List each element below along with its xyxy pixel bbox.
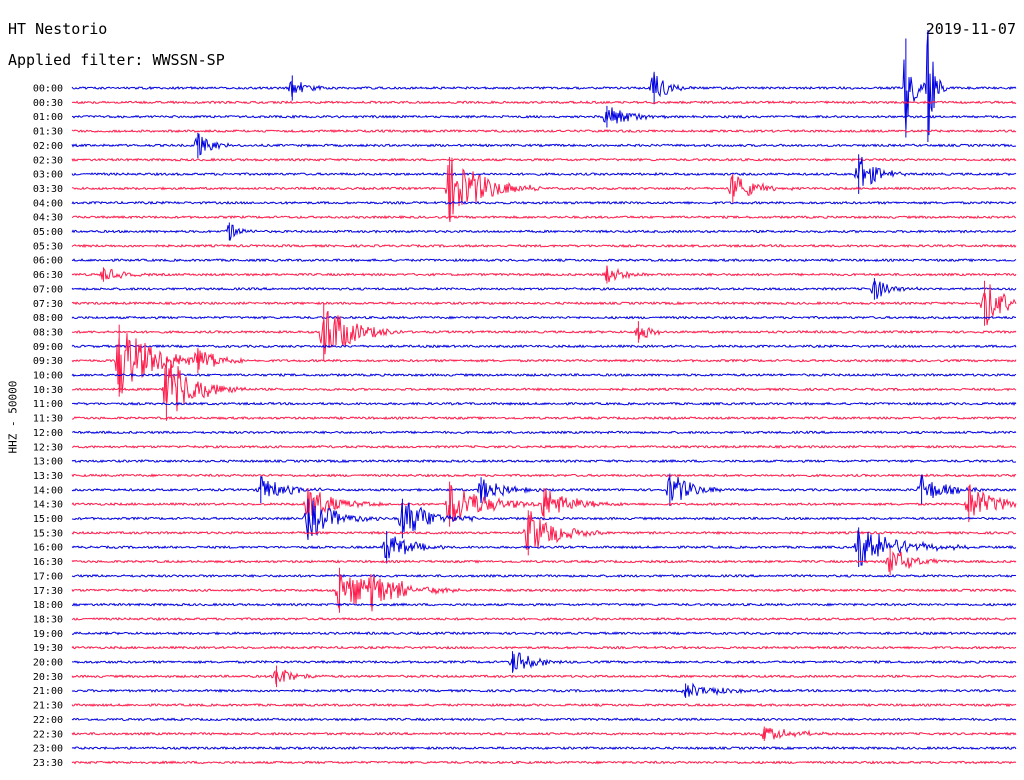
seismic-trace [71,280,1017,299]
row-time-label: 05:00 [33,227,63,238]
row-time-label: 17:30 [33,586,63,597]
station-title: HT Nestorio [8,20,108,38]
row-time-label: 19:30 [33,643,63,654]
row-time-label: 14:00 [33,485,63,496]
row-time-label: 04:30 [33,213,63,224]
seismic-trace [71,645,1017,650]
row-time-label: 11:00 [33,399,63,410]
row-time-label: 12:00 [33,428,63,439]
seismic-trace [71,344,1017,349]
row-time-label: 13:30 [33,471,63,482]
seismic-trace [71,444,1017,449]
seismic-trace [71,315,1017,320]
row-time-label: 22:30 [33,729,63,740]
row-time-label: 11:30 [33,414,63,425]
row-time-label: 04:00 [33,198,63,209]
seismic-trace [71,157,1017,162]
seismic-trace [71,29,1017,136]
row-time-label: 03:00 [33,170,63,181]
seismic-trace [71,574,1016,612]
row-time-label: 00:30 [33,98,63,109]
seismic-trace [71,415,1017,421]
row-time-label: 08:30 [33,327,63,338]
seismic-trace [71,602,1017,607]
row-time-label: 21:30 [33,701,63,712]
seismic-trace [71,243,1017,249]
seismic-trace [71,430,1017,435]
row-time-label: 06:00 [33,256,63,267]
row-time-label: 10:30 [33,385,63,396]
row-time-label: 20:00 [33,658,63,669]
seismic-trace [71,529,1017,566]
row-time-label: 13:00 [33,457,63,468]
row-time-label: 15:30 [33,528,63,539]
row-time-label: 07:30 [33,299,63,310]
seismic-trace [71,682,1017,697]
seismic-trace [71,133,1017,156]
seismic-trace [72,310,1017,355]
row-time-label: 10:00 [33,371,63,382]
row-time-label: 23:30 [33,758,63,769]
seismic-trace [71,284,1017,326]
seismic-trace [71,214,1017,220]
seismic-trace [71,669,1017,685]
date-label: 2019-11-07 [925,20,1016,38]
seismic-trace [71,156,1017,186]
seismic-trace [71,717,1017,722]
seismic-trace [71,360,1017,412]
row-time-label: 21:00 [33,686,63,697]
seismic-trace [71,224,1017,241]
row-time-label: 07:00 [33,284,63,295]
row-time-label: 23:00 [33,744,63,755]
row-time-label: 03:30 [33,184,63,195]
seismic-trace [71,257,1017,263]
row-time-label: 16:00 [33,543,63,554]
seismic-trace [71,616,1017,622]
row-time-label: 02:30 [33,155,63,166]
row-time-label: 18:00 [33,600,63,611]
seismic-trace [71,551,1017,572]
seismic-trace [71,500,1017,540]
row-time-label: 06:30 [33,270,63,281]
seismic-trace [71,631,1017,636]
seismic-trace [71,128,1017,134]
row-time-label: 16:30 [33,557,63,568]
seismic-trace [72,652,1017,672]
row-time-label: 12:30 [33,442,63,453]
seismic-trace [72,100,1017,105]
seismic-trace [71,157,1017,223]
seismic-trace [71,702,1017,708]
seismic-trace [71,200,1017,205]
seismic-trace [71,333,1017,394]
seismic-trace [71,459,1017,464]
row-time-label: 02:00 [33,141,63,152]
row-time-label: 00:00 [33,84,63,95]
row-time-label: 01:30 [33,127,63,138]
row-time-label: 08:00 [33,313,63,324]
seismic-trace [71,401,1017,406]
row-time-label: 22:00 [33,715,63,726]
row-time-label: 09:30 [33,356,63,367]
seismic-trace [71,265,1017,283]
seismic-trace [71,727,1017,740]
filter-subtitle: Applied filter: WWSSN-SP [8,51,225,69]
row-time-label: 17:00 [33,571,63,582]
row-time-label: 09:00 [33,342,63,353]
row-time-label: 14:30 [33,500,63,511]
seismic-trace [71,107,1017,124]
row-time-label: 05:30 [33,241,63,252]
row-time-label: 19:00 [33,629,63,640]
seismic-trace [71,746,1017,751]
row-time-label: 20:30 [33,672,63,683]
row-time-label: 18:30 [33,614,63,625]
row-time-label: 15:00 [33,514,63,525]
row-time-label: 01:00 [33,112,63,123]
seismic-trace [71,573,1017,578]
seismic-trace [71,372,1017,378]
seismic-trace [71,760,1017,765]
seismic-trace [71,473,1017,478]
